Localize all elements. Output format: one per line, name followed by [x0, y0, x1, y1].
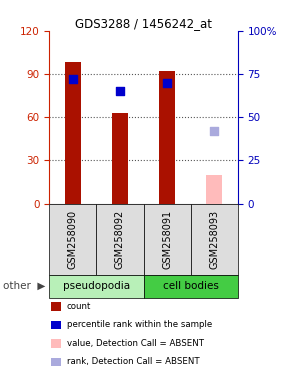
Title: GDS3288 / 1456242_at: GDS3288 / 1456242_at	[75, 17, 212, 30]
Text: GSM258093: GSM258093	[209, 210, 219, 268]
Bar	[159, 71, 175, 204]
Text: percentile rank within the sample: percentile rank within the sample	[67, 320, 212, 329]
Text: other  ▶: other ▶	[3, 281, 45, 291]
Text: count: count	[67, 302, 91, 311]
Text: pseudopodia: pseudopodia	[63, 281, 130, 291]
Text: cell bodies: cell bodies	[163, 281, 219, 291]
Text: rank, Detection Call = ABSENT: rank, Detection Call = ABSENT	[67, 357, 199, 366]
Text: GSM258091: GSM258091	[162, 210, 172, 268]
Text: GSM258090: GSM258090	[68, 210, 78, 268]
Point	[118, 88, 122, 94]
Text: value, Detection Call = ABSENT: value, Detection Call = ABSENT	[67, 339, 204, 348]
Point	[70, 76, 75, 82]
Point	[212, 128, 217, 134]
Bar	[65, 62, 81, 204]
Bar	[206, 175, 222, 204]
Text: GSM258092: GSM258092	[115, 209, 125, 269]
Point	[165, 79, 169, 86]
Bar	[112, 113, 128, 204]
